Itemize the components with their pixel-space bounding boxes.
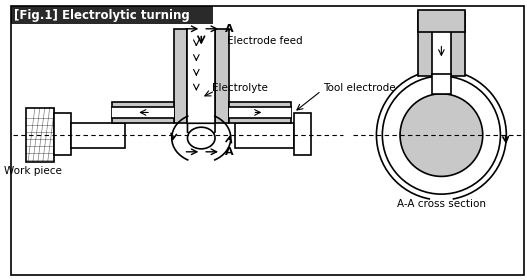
PathPatch shape [188, 123, 215, 142]
FancyBboxPatch shape [432, 12, 451, 76]
Text: Work piece: Work piece [4, 167, 62, 176]
FancyBboxPatch shape [432, 74, 451, 94]
FancyBboxPatch shape [215, 29, 229, 123]
FancyBboxPatch shape [112, 107, 174, 118]
FancyBboxPatch shape [294, 113, 311, 155]
FancyBboxPatch shape [418, 12, 465, 76]
FancyBboxPatch shape [112, 102, 174, 123]
Circle shape [400, 94, 483, 176]
FancyBboxPatch shape [54, 113, 71, 155]
Text: A: A [225, 24, 233, 34]
FancyBboxPatch shape [11, 6, 213, 24]
Text: A-A cross section: A-A cross section [397, 199, 486, 209]
Text: Electrolyte: Electrolyte [212, 83, 268, 93]
Circle shape [382, 76, 501, 194]
FancyBboxPatch shape [418, 10, 465, 32]
FancyBboxPatch shape [188, 29, 215, 123]
Text: A: A [225, 147, 233, 157]
Text: [Fig.1] Electrolytic turning: [Fig.1] Electrolytic turning [14, 8, 190, 22]
FancyBboxPatch shape [71, 123, 125, 148]
Text: Tool electrode: Tool electrode [323, 83, 396, 93]
Text: Electrode feed: Electrode feed [227, 36, 302, 46]
FancyBboxPatch shape [26, 108, 54, 162]
FancyBboxPatch shape [229, 102, 291, 123]
FancyBboxPatch shape [235, 123, 294, 148]
FancyBboxPatch shape [229, 107, 291, 118]
FancyBboxPatch shape [174, 29, 188, 123]
Ellipse shape [188, 127, 215, 149]
